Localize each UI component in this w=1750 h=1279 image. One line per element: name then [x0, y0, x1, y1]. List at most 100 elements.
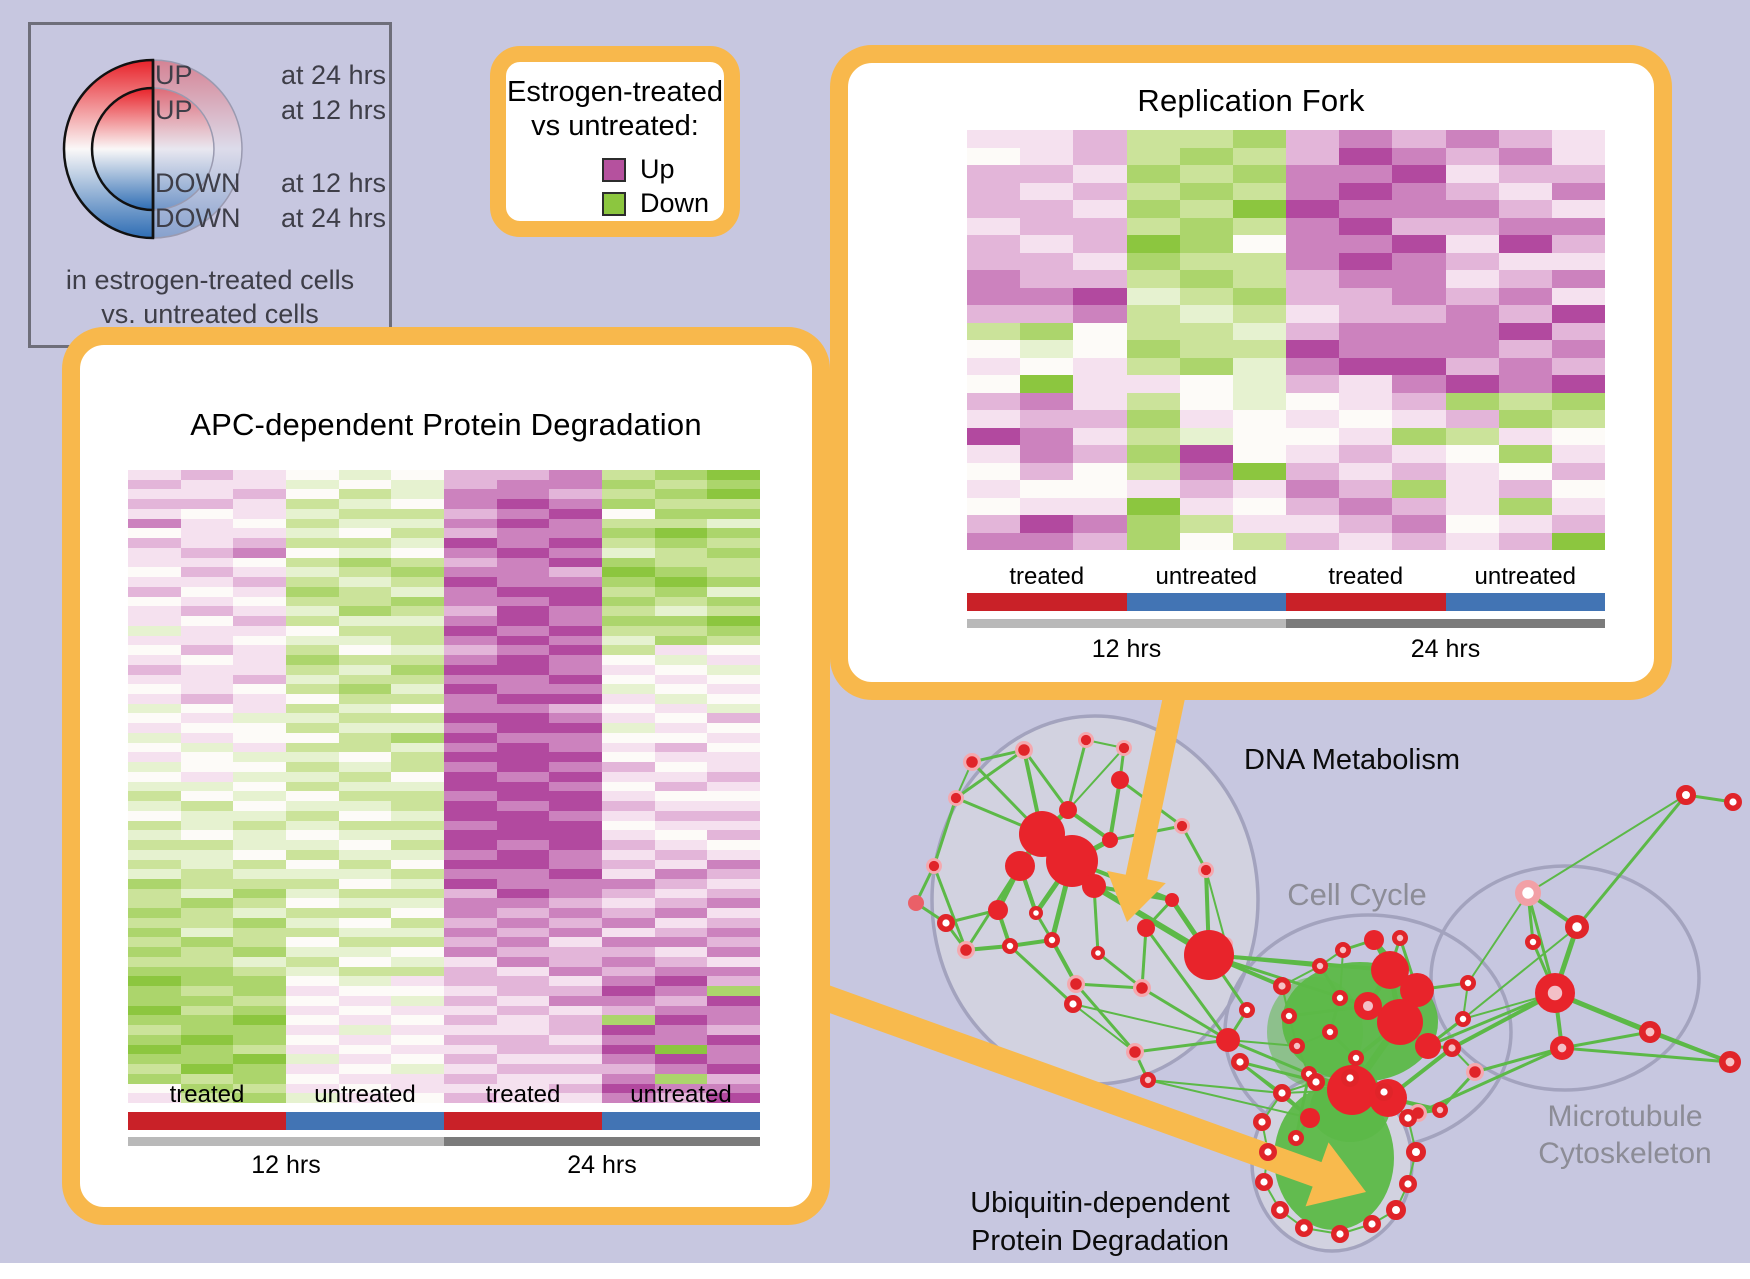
heatmap-cell — [602, 606, 655, 617]
heatmap-cell — [286, 645, 339, 656]
heatmap-cell — [286, 840, 339, 850]
heatmap-cell — [444, 616, 497, 626]
heatmap-cell — [180, 1073, 234, 1084]
heatmap-cell — [602, 956, 655, 967]
heatmap-cell — [444, 557, 497, 568]
heatmap-cell — [1179, 252, 1233, 270]
apc-heatmap — [128, 470, 760, 1103]
network-node — [1406, 1142, 1426, 1162]
heatmap-cell — [654, 917, 708, 928]
heatmap-cell — [549, 616, 602, 626]
flow-arrow-head — [1107, 870, 1166, 922]
apc-group-labels: treated untreated treated untreated — [128, 1081, 760, 1109]
heatmap-cell — [1551, 410, 1605, 428]
heatmap-cell — [391, 917, 444, 928]
heatmap-cell — [338, 684, 392, 694]
heatmap-cell — [1126, 200, 1180, 218]
heatmap-cell — [549, 927, 602, 938]
network-edge — [1141, 986, 1229, 1042]
heatmap-cell — [180, 820, 234, 831]
heatmap-cell — [444, 606, 497, 617]
heatmap-cell — [967, 375, 1021, 393]
heatmap-cell — [391, 625, 444, 636]
heatmap-cell — [180, 547, 234, 558]
heatmap-cell — [338, 1044, 392, 1055]
heatmap-cell — [549, 781, 602, 792]
rf-group-labels: treated untreated treated untreated — [967, 563, 1605, 591]
rf-label-24hrs: 24 hrs — [1410, 635, 1481, 663]
heatmap-cell — [1286, 200, 1340, 218]
network-node — [1082, 874, 1106, 898]
network-edge — [932, 865, 968, 951]
network-node — [1111, 771, 1129, 789]
heatmap-cell — [1498, 375, 1552, 393]
heatmap-cell — [1073, 410, 1127, 428]
ring-gradient-icon — [62, 58, 243, 240]
heatmap-cell — [233, 917, 286, 928]
heatmap-cell — [391, 645, 444, 656]
heatmap-cell — [444, 937, 497, 948]
heatmap-cell — [1339, 515, 1393, 533]
heatmap-cell — [233, 577, 286, 587]
heatmap-cell — [496, 1044, 550, 1055]
heatmap-cell — [1073, 235, 1127, 253]
heatmap-cell — [128, 791, 181, 802]
heatmap-cell — [1073, 217, 1127, 235]
legend-row-up: Up — [602, 154, 675, 185]
heatmap-cell — [602, 713, 655, 724]
heatmap-cell — [1179, 182, 1233, 200]
heatmap-cell — [1392, 462, 1446, 480]
heatmap-cell — [1232, 287, 1286, 305]
heatmap-cell — [391, 1034, 444, 1045]
heatmap-cell — [233, 489, 286, 500]
heatmap-cell — [338, 567, 392, 578]
heatmap-cell — [338, 1093, 392, 1103]
heatmap-cell — [338, 937, 392, 948]
heatmap-cell — [444, 528, 497, 539]
heatmap-cell — [654, 771, 708, 782]
heatmap-cell — [444, 508, 497, 519]
heatmap-cell — [128, 674, 181, 685]
heatmap-cell — [233, 625, 286, 636]
network-edge — [1467, 892, 1529, 984]
heatmap-cell — [496, 547, 550, 558]
heatmap-cell — [180, 927, 234, 938]
network-node — [1335, 942, 1352, 959]
heatmap-cell — [707, 606, 760, 617]
heatmap-cell — [338, 1015, 392, 1026]
heatmap-cell — [707, 801, 760, 811]
heatmap-cell — [707, 528, 760, 539]
heatmap-cell — [444, 947, 497, 957]
heatmap-cell — [602, 869, 655, 879]
heatmap-cell — [180, 898, 234, 909]
heatmap-cell — [286, 927, 339, 938]
heatmap-cell — [286, 732, 339, 743]
rf-label-12hrs: 12 hrs — [1091, 635, 1162, 663]
network-node — [1465, 1062, 1484, 1081]
heatmap-cell — [1286, 305, 1340, 323]
heatmap-cell — [391, 976, 444, 987]
heatmap-cell — [128, 742, 181, 753]
heatmap-cell — [128, 547, 181, 558]
heatmap-cell — [391, 693, 444, 704]
heatmap-cell — [654, 645, 708, 656]
heatmap-cell — [391, 791, 444, 802]
heatmap-cell — [233, 567, 286, 578]
heatmap-cell — [338, 888, 392, 899]
heatmap-cell — [496, 908, 550, 918]
network-node — [1230, 1052, 1249, 1071]
heatmap-cell — [1339, 235, 1393, 253]
heatmap-cell — [549, 1044, 602, 1055]
microtubule-label-line1: Microtubule — [1547, 1100, 1703, 1133]
heatmap-cell — [180, 1093, 234, 1103]
heatmap-cell — [444, 732, 497, 743]
heatmap-cell — [1126, 235, 1180, 253]
heatmap-cell — [1392, 480, 1446, 498]
heatmap-cell — [707, 917, 760, 928]
heatmap-cell — [654, 655, 708, 665]
heatmap-cell — [707, 479, 760, 490]
heatmap-cell — [391, 1015, 444, 1026]
heatmap-cell — [180, 616, 234, 626]
heatmap-cell — [391, 781, 444, 792]
heatmap-cell — [707, 840, 760, 850]
